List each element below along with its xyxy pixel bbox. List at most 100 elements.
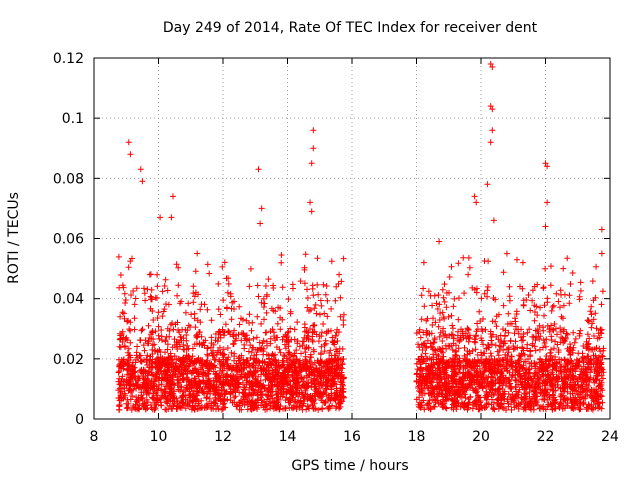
data-point (191, 310, 198, 317)
data-point (192, 289, 199, 296)
data-point (125, 400, 132, 407)
data-point (313, 310, 320, 317)
chart-title: Day 249 of 2014, Rate Of TEC Index for r… (163, 20, 538, 36)
data-point (119, 388, 125, 395)
data-point (304, 332, 311, 339)
data-point (264, 342, 270, 349)
data-point (239, 374, 245, 380)
data-point (140, 342, 147, 349)
data-point (321, 310, 328, 317)
data-point (328, 305, 335, 312)
data-point (154, 283, 161, 290)
data-point (159, 288, 166, 295)
x-tick-label: 22 (537, 429, 555, 445)
data-point (121, 315, 128, 322)
data-point (318, 329, 325, 336)
data-point (296, 343, 303, 350)
y-tick-label: 0.04 (53, 292, 84, 308)
data-point (270, 376, 277, 383)
data-point (290, 377, 297, 384)
x-tick-label: 10 (150, 429, 168, 445)
y-tick-label: 0.06 (53, 232, 84, 248)
data-point (246, 337, 253, 343)
x-tick-label: 18 (408, 429, 426, 445)
data-point (161, 368, 167, 375)
data-point (304, 286, 310, 293)
data-point (228, 349, 235, 356)
data-point (294, 340, 301, 347)
data-point (293, 347, 300, 354)
data-point (327, 347, 334, 354)
data-point (188, 370, 195, 377)
data-point (295, 393, 302, 400)
data-point (285, 296, 292, 303)
x-tick-label: 16 (343, 429, 361, 445)
data-point (175, 282, 182, 289)
data-point (301, 381, 308, 388)
data-point (227, 331, 234, 338)
data-point (265, 276, 272, 283)
x-tick-label: 8 (90, 429, 99, 445)
data-point (130, 288, 137, 294)
data-point (324, 313, 331, 320)
data-point (151, 341, 158, 348)
data-points (115, 61, 607, 413)
data-point (318, 350, 324, 356)
data-point (260, 304, 267, 310)
data-point (260, 295, 267, 302)
data-point (237, 360, 244, 367)
data-point (250, 386, 256, 393)
data-point (217, 311, 224, 318)
data-point (171, 353, 178, 359)
data-point (124, 404, 131, 411)
data-point (250, 362, 257, 368)
data-point (238, 337, 245, 344)
x-tick-label: 20 (472, 429, 490, 445)
data-point (259, 340, 266, 347)
data-point (266, 367, 273, 374)
data-point (278, 252, 285, 258)
data-point (129, 393, 136, 399)
data-point (162, 337, 169, 344)
data-point (122, 344, 128, 350)
y-tick-label: 0.02 (53, 352, 84, 368)
data-point (182, 309, 189, 316)
data-point (300, 378, 306, 385)
data-point (340, 375, 347, 382)
data-point (223, 376, 230, 383)
data-point (320, 281, 327, 288)
data-point (231, 327, 238, 334)
x-tick-label: 12 (214, 429, 232, 445)
data-point (215, 280, 222, 287)
data-point (131, 301, 138, 308)
data-point (155, 332, 162, 339)
data-point (264, 406, 270, 413)
data-point (320, 390, 327, 397)
data-point (128, 292, 134, 298)
data-point (260, 337, 267, 344)
data-point (208, 406, 215, 412)
data-point (208, 334, 215, 341)
data-point (144, 286, 151, 293)
data-point (174, 319, 181, 326)
data-point (289, 361, 296, 368)
data-point (294, 319, 301, 326)
data-point (292, 364, 299, 371)
data-point (248, 327, 255, 334)
data-point (141, 285, 147, 292)
data-point (233, 367, 240, 374)
data-point (284, 329, 291, 336)
data-point (186, 394, 193, 401)
data-point (324, 297, 331, 304)
data-point (216, 358, 223, 365)
y-tick-label: 0.12 (53, 51, 84, 67)
data-point (228, 316, 235, 323)
data-point (206, 270, 213, 277)
data-point (258, 299, 265, 306)
data-point (323, 283, 330, 289)
data-point (169, 320, 176, 327)
data-point (125, 264, 132, 271)
data-point (216, 367, 223, 374)
data-point (192, 268, 199, 275)
